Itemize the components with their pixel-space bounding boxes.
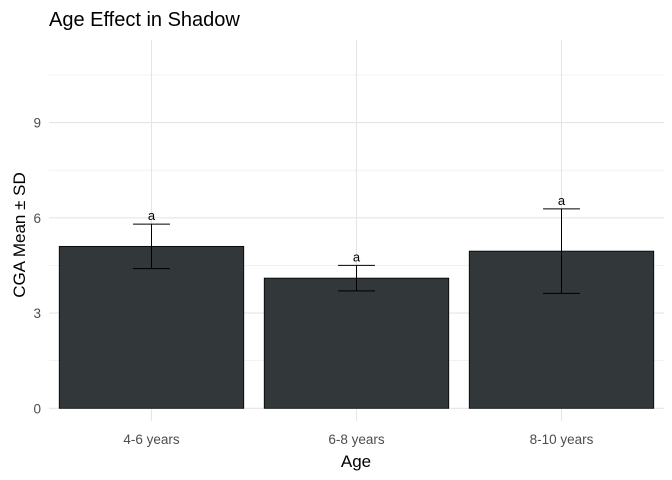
x-tick-label: 4-6 years [123, 432, 180, 447]
chart-title: Age Effect in Shadow [49, 9, 240, 31]
x-tick-labels: 4-6 years 6-8 years 8-10 years [123, 432, 593, 447]
y-tick-label: 3 [33, 306, 41, 321]
significance-label: a [148, 208, 156, 223]
x-tick-label: 8-10 years [530, 432, 594, 447]
bar [263, 277, 450, 409]
significance-label: a [353, 249, 361, 264]
x-axis-title: Age [341, 452, 371, 471]
error-bars-group [133, 208, 580, 294]
x-tick-label: 6-8 years [328, 432, 385, 447]
y-tick-label: 0 [33, 401, 41, 416]
significance-labels-group: a a a [148, 193, 566, 265]
y-axis-title: CGA Mean ± SD [10, 172, 29, 298]
bar [58, 245, 245, 409]
y-tick-label: 9 [33, 116, 41, 131]
bars-group [58, 245, 655, 409]
y-tick-labels: 0 3 6 9 [33, 116, 41, 417]
y-tick-label: 6 [33, 211, 41, 226]
significance-label: a [558, 193, 566, 208]
